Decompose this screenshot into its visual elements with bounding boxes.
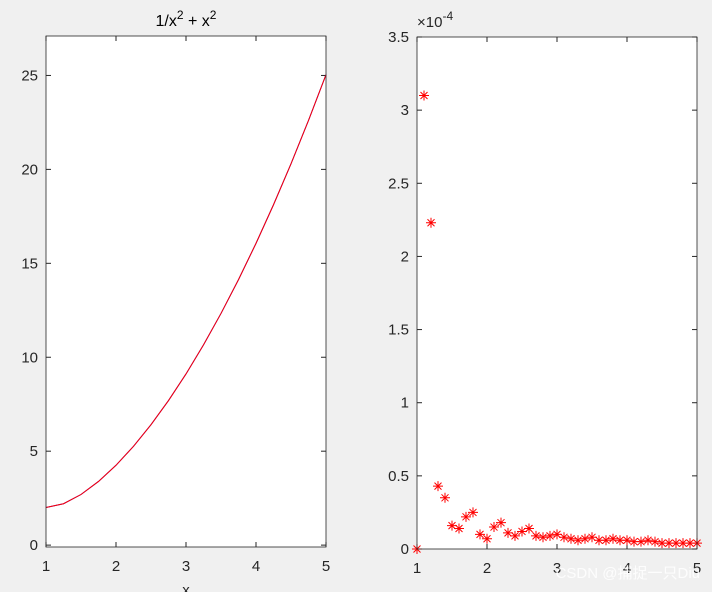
scatter-marker <box>447 520 457 531</box>
scatter-marker <box>559 532 569 543</box>
scatter-marker <box>552 529 562 540</box>
scatter-marker <box>510 530 520 541</box>
y-tick-label: 2 <box>401 248 409 265</box>
y-tick-label: 1.5 <box>388 322 409 339</box>
scatter-marker <box>594 535 604 546</box>
scatter-marker <box>650 536 660 547</box>
x-tick-label: 1 <box>42 558 50 575</box>
x-tick-label: 2 <box>112 558 120 575</box>
scatter-marker <box>573 535 583 546</box>
scatter-marker <box>685 538 695 549</box>
scatter-marker <box>517 526 527 537</box>
scatter-marker <box>531 530 541 541</box>
y-tick-label: 15 <box>21 255 38 272</box>
scatter-marker <box>580 533 590 544</box>
y-tick-label: 3 <box>401 102 409 119</box>
scatter-marker <box>461 511 471 522</box>
scatter-marker <box>657 538 667 549</box>
y-tick-label: 0.5 <box>388 468 409 485</box>
scatter-marker <box>454 523 464 534</box>
scatter-marker <box>587 532 597 543</box>
scatter-marker <box>433 481 443 492</box>
scatter-marker <box>629 536 639 547</box>
scatter-marker <box>440 492 450 503</box>
scatter-marker <box>601 535 611 546</box>
axes-frame <box>45 35 327 548</box>
scatter-marker <box>643 535 653 546</box>
x-tick-label: 5 <box>322 558 330 575</box>
axes-background <box>417 37 697 549</box>
title-superscript: 2 <box>210 8 217 22</box>
chart-title: 1/x2 + x2 <box>156 8 217 30</box>
scatter-marker <box>622 535 632 546</box>
x-tick-label: 3 <box>182 558 190 575</box>
scatter-marker <box>538 532 548 543</box>
x-tick-label: 1 <box>413 560 421 577</box>
scatter-marker <box>615 535 625 546</box>
axes-background <box>46 36 326 547</box>
data-line <box>45 74 327 509</box>
x-axis-label: x <box>182 582 190 592</box>
axes-frame <box>416 36 698 550</box>
title-text: 1/x <box>156 13 177 30</box>
scatter-marker <box>566 533 576 544</box>
watermark: CSDN @捕捉一只Diu <box>556 565 700 582</box>
scatter-marker <box>671 538 681 549</box>
scatter-marker <box>678 538 688 549</box>
scatter-marker <box>496 517 506 528</box>
x-tick-label: 3 <box>553 560 561 577</box>
title-superscript: 2 <box>177 8 184 22</box>
scatter-marker <box>636 536 646 547</box>
y-tick-label: 0 <box>401 541 409 558</box>
x-tick-label: 2 <box>483 560 491 577</box>
scatter-marker <box>475 529 485 540</box>
y-tick-label: 5 <box>30 443 38 460</box>
y-tick-label: 1 <box>401 395 409 412</box>
scatter-marker <box>524 523 534 534</box>
exponent-label: ×10-4 <box>417 9 453 31</box>
title-text: + x <box>184 13 210 30</box>
x-tick-label: 4 <box>623 560 631 577</box>
scatter-marker <box>489 522 499 533</box>
y-tick-label: 0 <box>30 537 38 554</box>
scatter-marker <box>664 538 674 549</box>
x-tick-label: 5 <box>693 560 701 577</box>
exponent-power: -4 <box>442 9 453 23</box>
scatter-marker <box>482 533 492 544</box>
scatter-marker <box>468 507 478 518</box>
exponent-base: ×10 <box>417 14 442 31</box>
scatter-marker <box>503 527 513 538</box>
scatter-marker <box>545 530 555 541</box>
y-tick-label: 3.5 <box>388 29 409 46</box>
y-tick-label: 10 <box>21 349 38 366</box>
y-tick-label: 20 <box>21 161 38 178</box>
scatter-marker <box>608 533 618 544</box>
y-tick-label: 25 <box>21 67 38 84</box>
scatter-marker <box>419 90 429 101</box>
scatter-marker <box>426 217 436 228</box>
y-tick-label: 2.5 <box>388 175 409 192</box>
x-tick-label: 4 <box>252 558 260 575</box>
